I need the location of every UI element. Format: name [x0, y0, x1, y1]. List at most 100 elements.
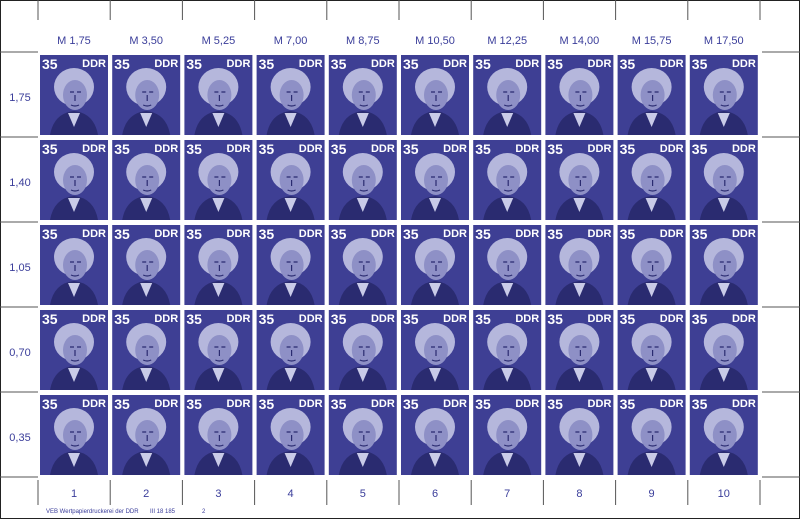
stamp: 35 DDR — [545, 140, 614, 220]
column-number: 9 — [649, 488, 655, 500]
stamp-value: 35 — [331, 56, 347, 72]
stamp-value: 35 — [692, 226, 708, 242]
portrait-collar — [140, 283, 153, 297]
portrait-collar — [717, 283, 730, 297]
stamp-country: DDR — [588, 143, 612, 155]
portrait-collar — [501, 453, 514, 467]
portrait-features — [358, 91, 370, 107]
portrait-collar — [573, 113, 586, 127]
stamp: 35 DDR — [617, 395, 686, 475]
portrait-features — [431, 261, 442, 277]
portrait-collar — [645, 453, 658, 467]
stamp-value: 35 — [186, 56, 202, 72]
portrait-features — [286, 431, 298, 447]
row-value-label: 1,05 — [9, 262, 30, 274]
portrait-features — [214, 431, 226, 447]
stamp-value: 35 — [331, 141, 347, 157]
stamp-value: 35 — [547, 396, 563, 412]
portrait-features — [358, 346, 370, 362]
column-number: 10 — [718, 488, 730, 500]
stamp-value: 35 — [259, 311, 275, 327]
portrait-features — [142, 91, 154, 107]
portrait-collar — [356, 368, 369, 382]
portrait-collar — [140, 368, 153, 382]
stamp-country: DDR — [371, 58, 395, 70]
stamp-value: 35 — [403, 311, 419, 327]
portrait-features — [647, 346, 659, 362]
portrait-features — [575, 91, 587, 107]
portrait-collar — [645, 198, 658, 212]
stamp-value: 35 — [114, 311, 130, 327]
stamp-value: 35 — [114, 141, 130, 157]
stamp-country: DDR — [732, 228, 756, 240]
portrait-features — [503, 91, 515, 107]
stamp-value: 35 — [186, 226, 202, 242]
portrait-features — [70, 346, 81, 362]
portrait-features — [286, 261, 298, 277]
stamp: 35 DDR — [256, 55, 325, 135]
portrait-features — [70, 261, 81, 277]
portrait-collar — [140, 113, 153, 127]
stamp-country: DDR — [299, 58, 323, 70]
portrait-collar — [68, 198, 80, 212]
stamp-value: 35 — [259, 56, 275, 72]
portrait-collar — [212, 453, 225, 467]
stamp-value: 35 — [547, 141, 563, 157]
stamp-country: DDR — [154, 228, 178, 240]
stamp-country: DDR — [588, 313, 612, 325]
stamp-value: 35 — [475, 396, 491, 412]
stamp-value: 35 — [42, 141, 58, 157]
stamp-value: 35 — [475, 226, 491, 242]
stamp-country: DDR — [588, 58, 612, 70]
stamp-country: DDR — [660, 58, 684, 70]
portrait-collar — [356, 283, 369, 297]
portrait-features — [142, 176, 154, 192]
portrait-collar — [429, 113, 441, 127]
portrait-collar — [68, 283, 80, 297]
stamp-country: DDR — [660, 143, 684, 155]
stamp: 35 DDR — [617, 55, 686, 135]
stamp-country: DDR — [227, 58, 251, 70]
stamp-value: 35 — [475, 56, 491, 72]
column-number: 5 — [360, 488, 366, 500]
portrait-collar — [573, 283, 586, 297]
portrait-features — [647, 91, 659, 107]
portrait-features — [719, 261, 731, 277]
stamp-country: DDR — [299, 143, 323, 155]
stamp-value: 35 — [547, 56, 563, 72]
stamp: 35 DDR — [184, 55, 253, 135]
portrait-features — [214, 261, 226, 277]
portrait-features — [358, 176, 370, 192]
portrait-collar — [212, 113, 225, 127]
portrait-features — [70, 176, 81, 192]
top-margin-label: M 1,75 — [57, 35, 91, 47]
stamp: 35 DDR — [112, 140, 181, 220]
portrait-collar — [68, 453, 80, 467]
stamp: 35 DDR — [112, 310, 181, 390]
stamp-country: DDR — [515, 143, 539, 155]
stamp: 35 DDR — [40, 310, 108, 390]
stamp-country: DDR — [154, 313, 178, 325]
stamp-country: DDR — [227, 313, 251, 325]
stamp-country: DDR — [299, 313, 323, 325]
stamp-value: 35 — [42, 311, 58, 327]
portrait-collar — [68, 368, 80, 382]
stamp-value: 35 — [259, 396, 275, 412]
row-value-label: 0,35 — [9, 432, 30, 444]
column-number: 4 — [288, 488, 294, 500]
portrait-collar — [717, 368, 730, 382]
top-margin-label: M 3,50 — [129, 35, 163, 47]
stamp: 35 DDR — [545, 395, 614, 475]
stamp: 35 DDR — [617, 140, 686, 220]
stamp-country: DDR — [371, 143, 395, 155]
stamp-country: DDR — [588, 228, 612, 240]
stamp-country: DDR — [732, 398, 756, 410]
portrait-features — [70, 431, 81, 447]
stamp-country: DDR — [82, 313, 106, 325]
stamp-country: DDR — [227, 228, 251, 240]
stamp-country: DDR — [154, 143, 178, 155]
stamp-country: DDR — [227, 143, 251, 155]
stamp-value: 35 — [403, 141, 419, 157]
stamp-value: 35 — [42, 396, 58, 412]
portrait-collar — [645, 283, 658, 297]
